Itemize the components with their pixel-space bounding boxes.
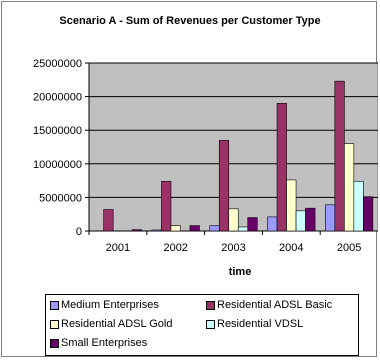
bar xyxy=(353,180,364,232)
y-tick-label: 5000000 xyxy=(39,192,82,204)
legend-item: Residential ADSL Basic xyxy=(206,299,332,311)
bar xyxy=(218,139,230,232)
x-tick-label: 2003 xyxy=(221,242,245,254)
x-tick-label: 2002 xyxy=(163,242,187,254)
y-tick-label: 15000000 xyxy=(33,125,82,137)
bar xyxy=(170,225,181,232)
legend-label: Residential VDSL xyxy=(217,318,304,330)
chart-legend: Medium Enterprises Residential ADSL Basic… xyxy=(45,294,359,356)
y-tick-label: 20000000 xyxy=(33,92,82,104)
legend-item: Residential VDSL xyxy=(206,318,303,330)
y-tick-label: 10000000 xyxy=(33,159,82,171)
legend-item: Residential ADSL Gold xyxy=(50,318,173,330)
bar xyxy=(334,80,345,232)
bar xyxy=(295,210,306,232)
legend-label: Small Enterprises xyxy=(61,337,148,349)
y-tick-label: 0 xyxy=(76,226,82,238)
bar xyxy=(103,209,114,232)
legend-swatch xyxy=(50,319,59,329)
bar xyxy=(267,216,278,232)
bar xyxy=(228,208,239,232)
bar xyxy=(161,180,172,232)
chart-plot: 25000000 20000000 15000000 10000000 5000000 0… xyxy=(33,58,378,254)
legend-swatch xyxy=(206,300,215,310)
x-tick-label: 2004 xyxy=(279,242,303,254)
legend-swatch xyxy=(206,319,215,329)
x-axis-label: time xyxy=(228,266,252,278)
legend-item: Medium Enterprises xyxy=(50,299,159,311)
legend-swatch xyxy=(50,338,59,348)
bar xyxy=(151,229,162,232)
legend-label: Medium Enterprises xyxy=(61,299,159,311)
bar xyxy=(344,143,355,232)
bar xyxy=(305,207,316,232)
bar xyxy=(209,225,220,232)
bar xyxy=(237,226,249,232)
y-tick-label: 25000000 xyxy=(33,58,82,70)
bar xyxy=(325,204,336,232)
bar xyxy=(131,229,142,232)
bar xyxy=(276,103,287,232)
bar xyxy=(247,217,258,232)
legend-item: Small Enterprises xyxy=(50,337,147,349)
legend-label: Residential ADSL Gold xyxy=(61,318,173,330)
bar xyxy=(363,196,374,232)
bar xyxy=(286,179,297,232)
legend-label: Residential ADSL Basic xyxy=(217,299,333,311)
chart-title: Scenario A - Sum of Revenues per Custome… xyxy=(59,15,321,27)
x-tick-label: 2005 xyxy=(337,242,361,254)
legend-swatch xyxy=(50,300,59,310)
bar xyxy=(189,225,200,232)
x-tick-label: 2001 xyxy=(106,242,130,254)
